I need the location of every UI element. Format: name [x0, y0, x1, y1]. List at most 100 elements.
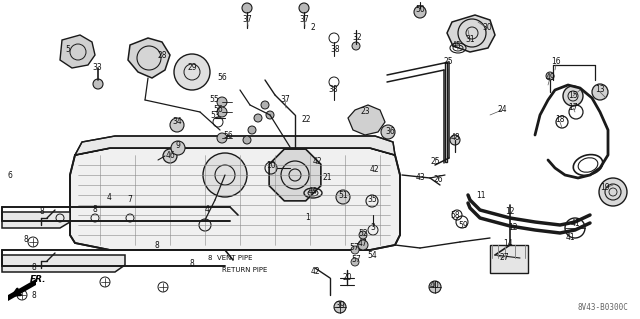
Text: 12: 12	[508, 224, 518, 233]
Text: 45: 45	[452, 41, 462, 50]
Circle shape	[174, 54, 210, 90]
Circle shape	[299, 3, 309, 13]
Circle shape	[351, 258, 359, 266]
Text: 58: 58	[450, 211, 460, 219]
Circle shape	[429, 281, 441, 293]
Circle shape	[351, 246, 359, 254]
Text: 13: 13	[595, 85, 605, 94]
Text: 15: 15	[568, 92, 578, 100]
Text: 50: 50	[415, 5, 425, 14]
Text: 17: 17	[568, 103, 578, 113]
Text: 38: 38	[328, 85, 338, 94]
Bar	[445, 62, 447, 162]
Text: 40: 40	[430, 280, 440, 290]
Text: 1: 1	[306, 213, 310, 222]
Text: 10: 10	[266, 160, 276, 169]
Text: 36: 36	[385, 128, 395, 137]
Text: 56: 56	[213, 106, 223, 115]
Text: 9: 9	[175, 140, 180, 150]
Text: 42: 42	[312, 158, 322, 167]
Text: 56: 56	[217, 73, 227, 83]
Polygon shape	[348, 105, 385, 135]
Text: 48: 48	[450, 133, 460, 143]
Circle shape	[242, 3, 252, 13]
Circle shape	[163, 149, 177, 163]
Text: 24: 24	[497, 106, 507, 115]
Text: 14: 14	[503, 239, 513, 248]
Text: 39: 39	[335, 300, 345, 309]
Circle shape	[170, 118, 184, 132]
Circle shape	[266, 111, 274, 119]
Text: 6: 6	[8, 170, 12, 180]
Circle shape	[381, 125, 395, 139]
Circle shape	[217, 97, 227, 107]
Text: 32: 32	[352, 33, 362, 42]
Text: 20: 20	[342, 273, 352, 283]
Text: 33: 33	[92, 63, 102, 72]
Circle shape	[546, 72, 554, 80]
Polygon shape	[60, 35, 95, 68]
Polygon shape	[75, 136, 395, 155]
Text: 16: 16	[551, 57, 561, 66]
Text: 8: 8	[155, 241, 159, 249]
Circle shape	[352, 42, 360, 50]
Circle shape	[359, 231, 367, 239]
Text: 35: 35	[367, 195, 377, 204]
Text: 42: 42	[369, 166, 379, 174]
Text: 42: 42	[310, 268, 320, 277]
Text: 11: 11	[476, 191, 486, 201]
Circle shape	[248, 126, 256, 134]
Text: 22: 22	[301, 115, 311, 123]
Text: 30: 30	[482, 24, 492, 33]
Text: 37: 37	[299, 16, 309, 25]
Circle shape	[261, 101, 269, 109]
Text: 59: 59	[458, 221, 468, 231]
Text: 19: 19	[600, 183, 610, 192]
Polygon shape	[2, 255, 125, 272]
Polygon shape	[447, 15, 495, 52]
Text: 41: 41	[570, 219, 580, 228]
Text: 41: 41	[565, 234, 575, 242]
Circle shape	[254, 114, 262, 122]
Text: 8: 8	[40, 207, 44, 217]
Circle shape	[243, 136, 251, 144]
Circle shape	[334, 301, 346, 313]
Text: 8: 8	[31, 291, 36, 300]
Polygon shape	[8, 279, 36, 301]
Circle shape	[450, 135, 460, 145]
Text: 8: 8	[189, 258, 195, 268]
Polygon shape	[70, 148, 400, 250]
Circle shape	[93, 79, 103, 89]
Text: 53: 53	[210, 110, 220, 120]
Text: 56: 56	[223, 131, 233, 140]
Text: 43: 43	[415, 174, 425, 182]
Text: 25: 25	[430, 158, 440, 167]
Circle shape	[592, 84, 608, 100]
Text: 47: 47	[358, 239, 368, 248]
Text: 5: 5	[65, 46, 70, 55]
Circle shape	[336, 190, 350, 204]
Text: FR.: FR.	[30, 276, 47, 285]
Circle shape	[358, 240, 368, 250]
Text: 8: 8	[93, 205, 97, 214]
Text: 51: 51	[338, 190, 348, 199]
Text: 7: 7	[127, 196, 132, 204]
Circle shape	[217, 107, 227, 117]
Circle shape	[414, 6, 426, 18]
Circle shape	[217, 133, 227, 143]
Circle shape	[563, 86, 583, 106]
Text: 31: 31	[465, 35, 475, 44]
Polygon shape	[2, 212, 70, 228]
Text: 4: 4	[205, 205, 209, 214]
Text: 27: 27	[499, 254, 509, 263]
Text: RETURN PIPE: RETURN PIPE	[222, 267, 268, 273]
Text: 4: 4	[107, 194, 111, 203]
Text: 12: 12	[505, 206, 515, 216]
Text: 18: 18	[556, 115, 564, 124]
Text: 54: 54	[367, 250, 377, 259]
Text: 57: 57	[349, 243, 359, 253]
Text: 37: 37	[242, 16, 252, 25]
Text: 37: 37	[280, 95, 290, 105]
Bar	[490, 245, 528, 273]
Text: 21: 21	[323, 174, 332, 182]
